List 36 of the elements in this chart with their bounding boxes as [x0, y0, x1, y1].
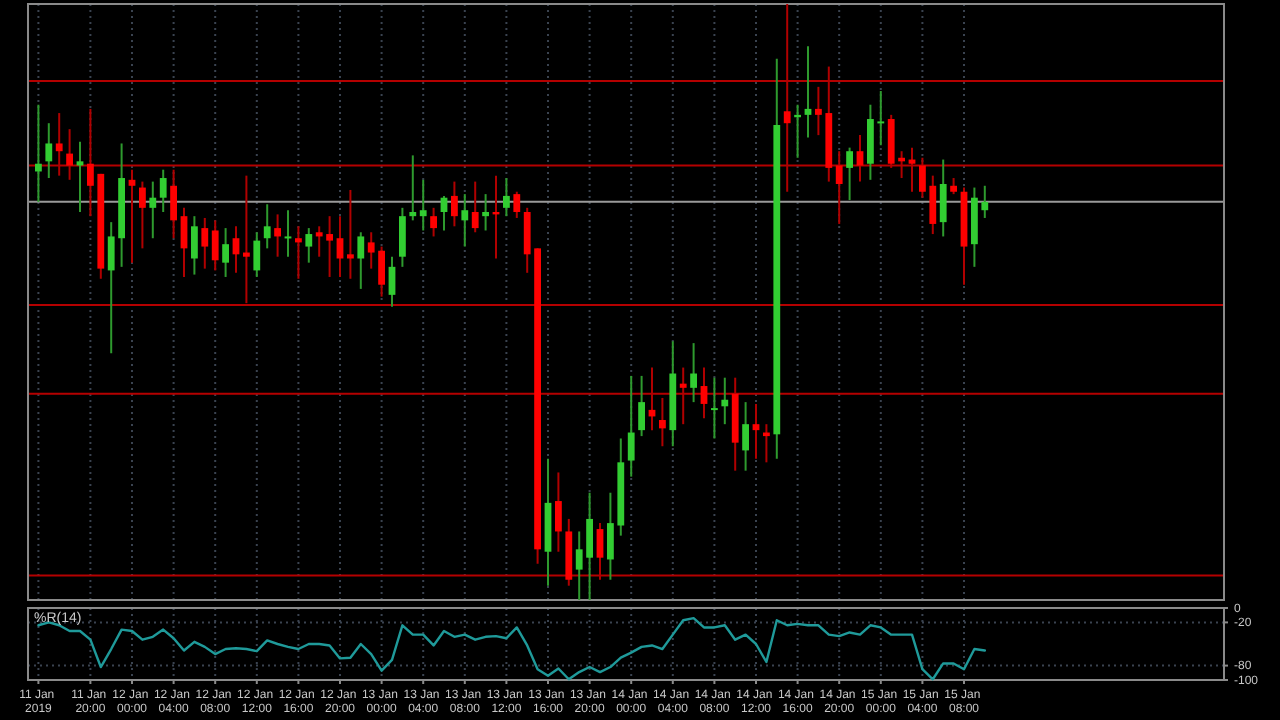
candlestick [482, 193, 489, 232]
candlestick [399, 206, 406, 268]
candlestick [347, 188, 354, 280]
candlestick [76, 140, 84, 213]
candlestick [638, 374, 645, 438]
candlestick [305, 227, 313, 264]
candlestick [253, 231, 261, 278]
candlestick [357, 231, 365, 290]
candlestick [295, 225, 302, 280]
candlestick [503, 177, 510, 218]
candlestick [846, 146, 853, 202]
candlestick [274, 213, 281, 258]
candlestick [222, 227, 229, 278]
candlestick [451, 180, 458, 228]
candlestick [461, 193, 469, 248]
candlestick [627, 374, 635, 478]
candlestick [159, 168, 167, 213]
candlestick [939, 158, 947, 238]
candlestick [45, 122, 53, 180]
candlestick [471, 180, 479, 234]
candlestick [149, 180, 157, 240]
candlestick [201, 216, 209, 270]
candlestick [139, 180, 146, 250]
candlestick [690, 342, 697, 404]
candlestick [409, 154, 417, 222]
candlestick [35, 103, 42, 203]
candlestick [191, 215, 198, 276]
candlestick [419, 178, 427, 232]
candlestick [513, 190, 521, 219]
candlestick [263, 203, 271, 250]
candlestick [430, 206, 437, 238]
candlestick [555, 471, 562, 553]
candlestick [721, 376, 729, 426]
candlestick [711, 376, 718, 440]
candlestick [742, 401, 749, 472]
candlestick [211, 219, 219, 272]
